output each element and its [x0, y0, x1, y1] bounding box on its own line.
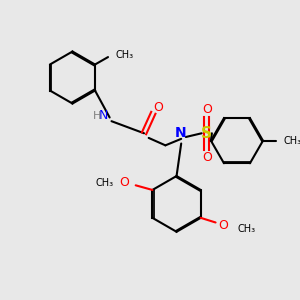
Text: CH₃: CH₃ [116, 50, 134, 60]
Text: CH₃: CH₃ [95, 178, 113, 188]
Text: O: O [202, 151, 212, 164]
Text: O: O [153, 101, 163, 114]
Text: O: O [218, 219, 228, 232]
Text: H: H [92, 111, 101, 121]
Text: O: O [120, 176, 130, 189]
Text: O: O [202, 103, 212, 116]
Text: CH₃: CH₃ [238, 224, 256, 234]
Text: N: N [98, 109, 108, 122]
Text: S: S [201, 126, 212, 141]
Text: CH₃: CH₃ [284, 136, 300, 146]
Text: N: N [175, 126, 186, 140]
